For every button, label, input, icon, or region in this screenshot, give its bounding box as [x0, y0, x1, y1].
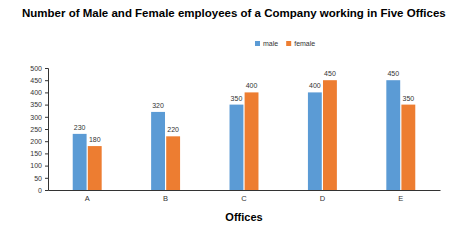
data-label: 180: [89, 136, 101, 143]
bar: [230, 105, 244, 190]
y-tick-mark: [45, 80, 48, 81]
y-tick: 150: [30, 150, 48, 157]
chart: Number of Male and Female employees of a…: [0, 0, 470, 238]
bar: [401, 105, 415, 190]
y-tick-label: 350: [30, 101, 42, 108]
y-tick: 400: [30, 89, 48, 96]
y-tick: 100: [30, 162, 48, 169]
bars: [73, 80, 416, 190]
y-tick-mark: [45, 141, 48, 142]
x-axis-title: Offices: [225, 211, 262, 223]
y-tick: 450: [30, 77, 48, 84]
data-labels: 230320350400450180220400450350: [74, 70, 414, 143]
y-tick: 0: [38, 187, 48, 194]
y-tick: 300: [30, 114, 48, 121]
data-label: 450: [387, 70, 399, 77]
bar: [151, 112, 165, 190]
y-tick-mark: [45, 105, 48, 106]
x-axis: A B C D E: [49, 190, 441, 203]
x-tick: E: [398, 190, 403, 203]
data-label: 350: [231, 95, 243, 102]
y-tick-mark: [45, 117, 48, 118]
bar: [166, 136, 180, 190]
x-tick-label: D: [320, 194, 326, 203]
y-tick: 200: [30, 138, 48, 145]
data-label: 350: [402, 95, 414, 102]
data-label: 220: [167, 126, 179, 133]
bar: [88, 146, 102, 190]
bar: [245, 92, 259, 190]
legend-label: female: [294, 40, 315, 47]
y-tick-label: 150: [30, 150, 42, 157]
y-tick-label: 100: [30, 162, 42, 169]
legend: male female: [255, 40, 315, 47]
y-tick-label: 250: [30, 126, 42, 133]
bar: [386, 80, 400, 190]
x-tick-label: B: [163, 194, 168, 203]
x-axis-line: [49, 190, 441, 191]
y-tick: 50: [34, 175, 48, 182]
y-tick-mark: [45, 153, 48, 154]
bar: [308, 92, 322, 190]
y-tick-label: 0: [38, 187, 42, 194]
legend-swatch: [286, 41, 291, 46]
bar: [73, 134, 87, 190]
y-tick-label: 450: [30, 77, 42, 84]
y-tick: 250: [30, 126, 48, 133]
bar: [323, 80, 337, 190]
x-tick: A: [85, 190, 90, 203]
legend-swatch: [255, 41, 260, 46]
x-tick: D: [320, 190, 326, 203]
y-axis: 0 50 100 150 200 250 300 350 400 450 500: [30, 65, 48, 194]
y-tick-mark: [45, 166, 48, 167]
data-label: 450: [324, 70, 336, 77]
y-tick-mark: [45, 178, 48, 179]
y-tick-label: 400: [30, 89, 42, 96]
y-tick-label: 300: [30, 114, 42, 121]
title: Number of Male and Female employees of a…: [22, 7, 446, 19]
x-tick: C: [241, 190, 247, 203]
data-label: 320: [152, 102, 164, 109]
x-tick-label: E: [398, 194, 403, 203]
x-tick-label: A: [85, 194, 90, 203]
y-tick-mark: [45, 190, 48, 191]
y-tick-label: 500: [30, 65, 42, 72]
y-tick-mark: [45, 68, 48, 69]
y-tick: 500: [30, 65, 48, 72]
x-tick: B: [163, 190, 168, 203]
y-tick-mark: [45, 92, 48, 93]
y-tick: 350: [30, 101, 48, 108]
data-label: 230: [74, 124, 86, 131]
x-tick-label: C: [241, 194, 247, 203]
data-label: 400: [246, 82, 258, 89]
y-tick-mark: [45, 129, 48, 130]
y-tick-label: 200: [30, 138, 42, 145]
legend-label: male: [263, 40, 278, 47]
data-label: 400: [309, 82, 321, 89]
y-tick-label: 50: [34, 175, 42, 182]
y-axis-line: [45, 69, 49, 191]
